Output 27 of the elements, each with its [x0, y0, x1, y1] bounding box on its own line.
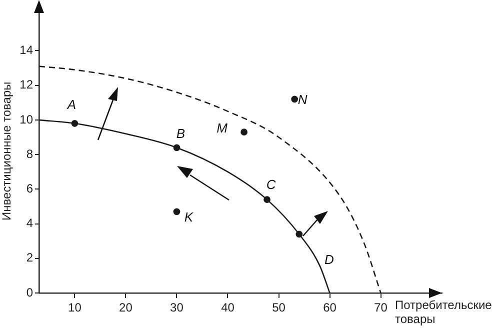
y-tick-label: 2 — [26, 250, 34, 265]
y-tick-label: 6 — [26, 181, 34, 196]
annotation: C — [266, 177, 276, 192]
x-tick-label: 30 — [170, 300, 184, 315]
point — [173, 208, 180, 216]
x-tick-label: 50 — [272, 300, 286, 315]
x-tick-label: 40 — [221, 300, 235, 315]
y-tick-label: 8 — [26, 146, 34, 161]
x-tick-label: 70 — [374, 300, 388, 315]
x-tick-label: 20 — [119, 300, 133, 315]
y-tick-label: 0 — [26, 285, 34, 300]
x-axis-title: Потребительские товары — [395, 298, 493, 326]
x-tick-label: 60 — [323, 300, 337, 315]
annotation: M — [216, 120, 228, 136]
y-tick-label: 14 — [20, 43, 34, 58]
annotation: A — [66, 97, 76, 112]
y-tick-label: 10 — [20, 112, 34, 126]
x-tick-label: 10 — [68, 300, 82, 315]
y-axis-title: Инвестиционные товары — [0, 82, 14, 220]
point — [240, 128, 248, 136]
y-tick-label: 12 — [20, 78, 34, 92]
annotation: B — [176, 126, 186, 142]
annotation: N — [298, 92, 308, 107]
y-tick-label: 4 — [26, 216, 34, 230]
point — [291, 96, 298, 103]
annotation: D — [324, 252, 334, 267]
annotation: K — [184, 209, 194, 224]
